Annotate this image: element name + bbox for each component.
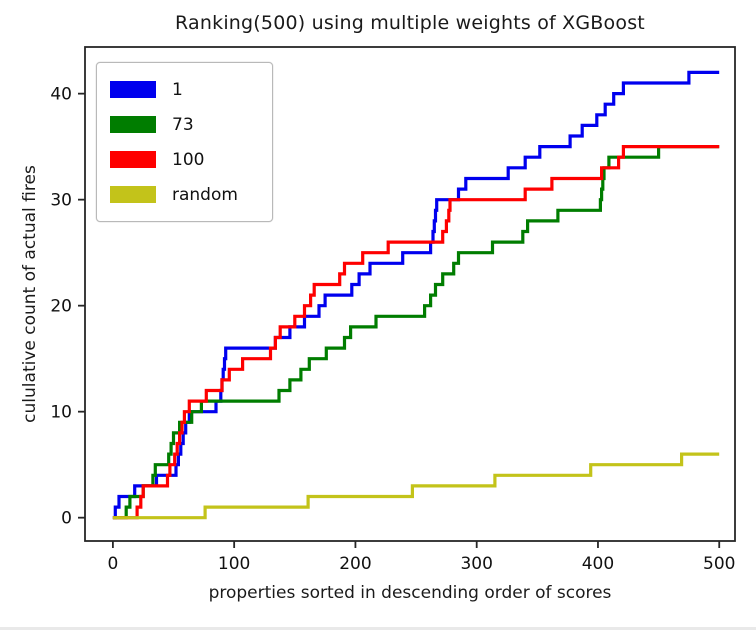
legend-label: 73 [172,114,194,135]
y-tick-label: 0 [61,509,72,529]
series-line-73 [112,145,720,520]
legend-item: 73 [110,107,260,142]
series-line-random [112,452,720,520]
y-tick-label: 30 [50,191,72,211]
axes-box [84,46,736,542]
x-tick-label: 500 [703,554,735,574]
legend-label: 100 [172,149,205,170]
legend: 1 73 100 random [96,62,273,222]
x-tick-label: 300 [460,554,492,574]
y-tick-label: 10 [50,403,72,423]
legend-item: 100 [110,142,260,177]
x-axis-label: properties sorted in descending order of… [208,583,612,603]
x-tick-label: 0 [107,554,118,574]
y-axis-label: cululative count of actual fires [20,165,40,423]
bottom-edge-line [0,627,756,630]
legend-item: 1 [110,72,260,107]
chart-title: Ranking(500) using multiple weights of X… [175,12,645,34]
legend-swatch-red [110,151,156,168]
legend-swatch-green [110,116,156,133]
series-line-100 [112,145,720,520]
y-tick-label: 20 [50,297,72,317]
x-tick-label: 100 [218,554,250,574]
legend-item: random [110,177,260,212]
legend-swatch-yellow [110,186,156,203]
y-tick-label: 40 [50,85,72,105]
legend-label: random [172,184,238,205]
x-tick-label: 200 [339,554,371,574]
x-tick-label: 400 [582,554,614,574]
legend-swatch-blue [110,81,156,98]
legend-label: 1 [172,79,183,100]
